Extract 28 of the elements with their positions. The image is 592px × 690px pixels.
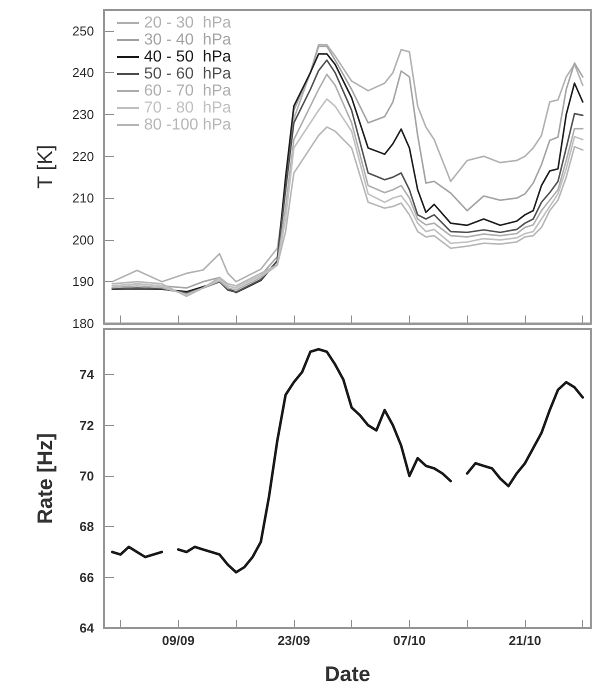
x-axis-title: Date — [324, 663, 370, 686]
y-tick-label: 190 — [72, 274, 94, 290]
legend-label: 40 - 50 hPa — [144, 48, 232, 66]
y-tick-label: 210 — [72, 190, 94, 206]
y-tick-label: 68 — [80, 519, 94, 534]
x-tick-label: 21/10 — [508, 633, 542, 648]
y-tick-label: 64 — [80, 620, 95, 636]
legend-label: 80 -100 hPa — [144, 116, 232, 134]
x-tick-label: 23/09 — [278, 633, 310, 648]
y-tick-label: 220 — [72, 148, 94, 164]
legend-label: 20 - 30 hPa — [144, 14, 232, 32]
y-tick-label: 250 — [72, 23, 94, 38]
y-tick-label: 230 — [72, 107, 94, 122]
legend-label: 60 - 70 hPa — [144, 82, 232, 100]
legend-label: 30 - 40 hPa — [144, 32, 232, 48]
y-tick-label: 74 — [80, 367, 95, 382]
legend-label: 70 - 80 hPa — [144, 100, 232, 116]
y-tick-label: 240 — [72, 65, 94, 80]
y-tick-label: 66 — [80, 570, 94, 585]
y-tick-label: 70 — [80, 468, 94, 484]
y-axis-title: T [K] — [34, 144, 57, 189]
y-tick-label: 200 — [72, 232, 94, 248]
x-tick-label: 09/09 — [162, 633, 195, 648]
y-tick-label: 72 — [80, 418, 94, 433]
legend-label: 50 - 60 hPa — [144, 66, 232, 82]
x-tick-label: 07/10 — [393, 633, 426, 648]
y-axis-title: Rate [Hz] — [34, 432, 57, 524]
y-tick-label: 180 — [72, 316, 94, 331]
